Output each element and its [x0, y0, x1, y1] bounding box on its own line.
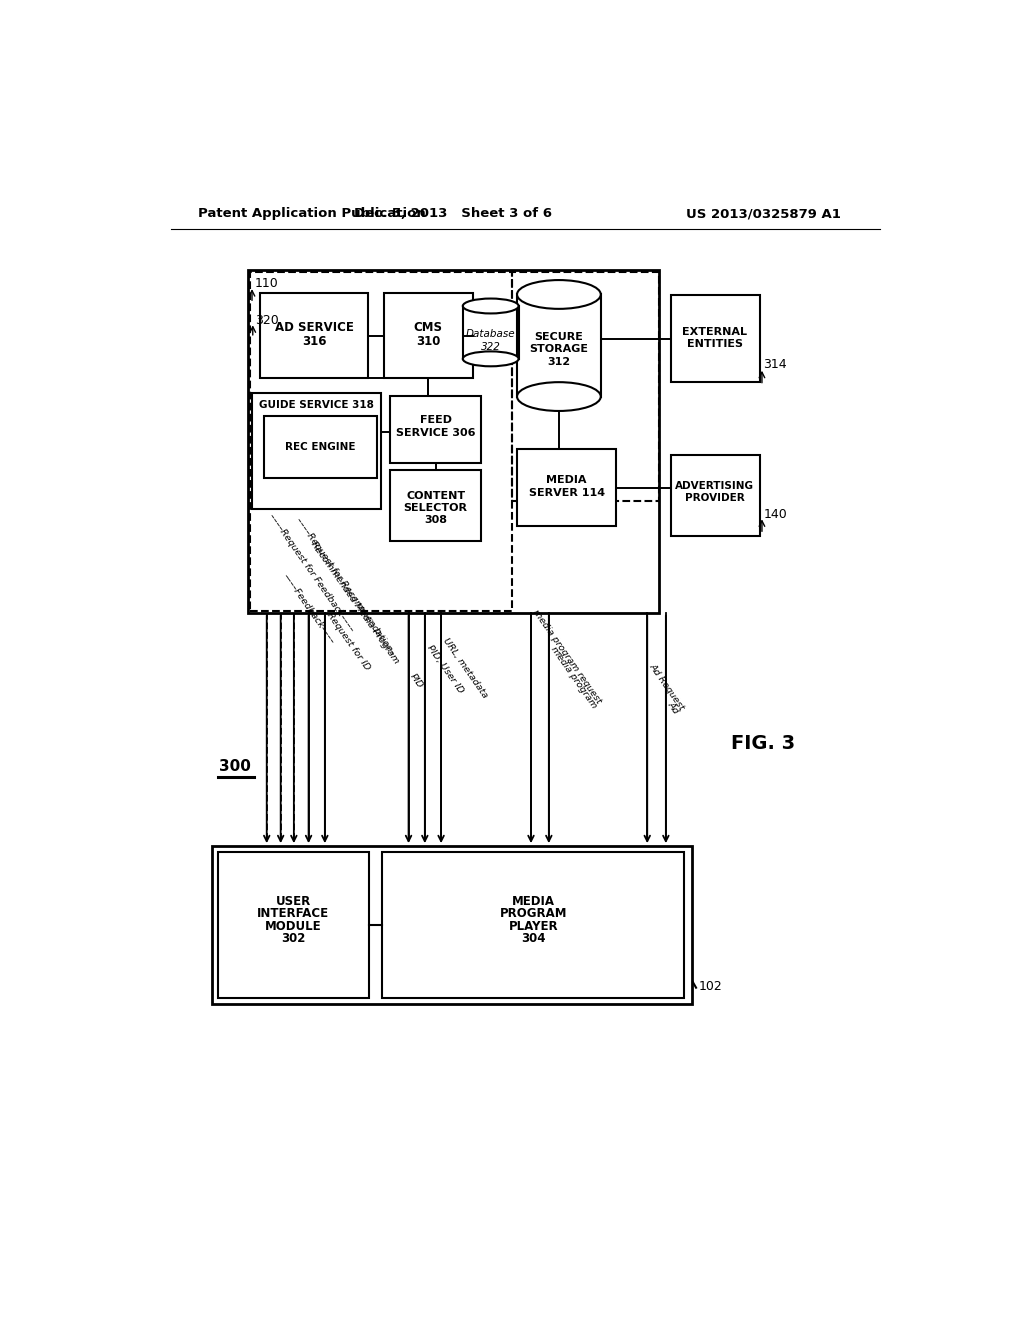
Bar: [390, 396, 481, 463]
Text: 316: 316: [302, 335, 327, 348]
Text: ENTITIES: ENTITIES: [687, 339, 742, 348]
Text: US 2013/0325879 A1: US 2013/0325879 A1: [686, 207, 841, 220]
Bar: [390, 470, 481, 541]
Bar: [463, 306, 518, 359]
Text: 102: 102: [698, 979, 722, 993]
Text: CMS: CMS: [414, 321, 442, 334]
Text: GUIDE SERVICE 318: GUIDE SERVICE 318: [259, 400, 374, 409]
Text: SECURE: SECURE: [535, 333, 584, 342]
Text: PID, User ID: PID, User ID: [425, 643, 465, 696]
Bar: [512, 272, 658, 502]
Text: 300: 300: [219, 759, 251, 775]
Text: MEDIA: MEDIA: [547, 475, 587, 486]
Text: 140: 140: [764, 508, 787, 520]
Bar: [218, 853, 369, 998]
Text: 314: 314: [764, 358, 787, 371]
Text: 110: 110: [254, 277, 279, 290]
Bar: [260, 293, 369, 378]
Text: CONTENT: CONTENT: [407, 491, 465, 500]
Text: ––––Request for Feedback––––: ––––Request for Feedback––––: [266, 512, 355, 634]
Text: SERVICE 306: SERVICE 306: [396, 428, 475, 437]
Ellipse shape: [517, 383, 601, 411]
Text: SERVER 114: SERVER 114: [528, 487, 605, 498]
Text: PROGRAM: PROGRAM: [500, 907, 567, 920]
Bar: [671, 455, 760, 536]
Text: EXTERNAL: EXTERNAL: [682, 326, 748, 337]
Text: URL, metadata: URL, metadata: [441, 636, 489, 700]
Text: MEDIA: MEDIA: [512, 895, 555, 908]
Text: 310: 310: [416, 335, 440, 348]
Text: ADVERTISING: ADVERTISING: [675, 480, 754, 491]
Text: Ad: Ad: [666, 700, 680, 715]
Text: Recommended Media Program: Recommended Media Program: [308, 540, 400, 665]
Bar: [517, 294, 601, 396]
Text: media program request: media program request: [531, 607, 603, 705]
Text: PROVIDER: PROVIDER: [685, 492, 744, 503]
Bar: [671, 296, 760, 381]
Bar: [251, 272, 512, 611]
Text: 322: 322: [480, 342, 501, 352]
Bar: [264, 416, 377, 478]
Text: REC ENGINE: REC ENGINE: [285, 442, 355, 453]
Text: MODULE: MODULE: [265, 920, 322, 933]
Text: Database: Database: [466, 329, 515, 339]
Text: Request for ID: Request for ID: [325, 611, 372, 672]
Ellipse shape: [517, 280, 601, 309]
Bar: [252, 393, 381, 508]
Ellipse shape: [463, 298, 518, 313]
Text: PID: PID: [409, 672, 425, 689]
Text: FEED: FEED: [420, 416, 452, 425]
Text: 302: 302: [281, 932, 305, 945]
Text: Dec. 5, 2013   Sheet 3 of 6: Dec. 5, 2013 Sheet 3 of 6: [354, 207, 553, 220]
Text: PLAYER: PLAYER: [509, 920, 558, 933]
Text: Patent Application Publication: Patent Application Publication: [198, 207, 426, 220]
Text: 320: 320: [255, 314, 279, 326]
Text: FIG. 3: FIG. 3: [731, 734, 796, 754]
Bar: [248, 271, 658, 612]
Text: INTERFACE: INTERFACE: [257, 907, 329, 920]
Text: USER: USER: [275, 895, 310, 908]
Bar: [384, 293, 473, 378]
Text: 304: 304: [521, 932, 546, 945]
Text: ––––Feedback––––: ––––Feedback––––: [281, 572, 336, 645]
Bar: [382, 853, 684, 998]
Text: 308: 308: [424, 515, 447, 525]
Text: AD SERVICE: AD SERVICE: [274, 321, 353, 334]
Text: 312: 312: [548, 356, 570, 367]
Text: ––––Request for Recommendation–: ––––Request for Recommendation–: [294, 516, 396, 657]
Text: Ad Request: Ad Request: [647, 661, 686, 711]
Text: media program: media program: [549, 644, 598, 710]
Ellipse shape: [463, 351, 518, 367]
Bar: [212, 846, 692, 1003]
Text: SELECTOR: SELECTOR: [403, 503, 468, 513]
Bar: [517, 449, 616, 527]
Text: STORAGE: STORAGE: [529, 345, 589, 354]
